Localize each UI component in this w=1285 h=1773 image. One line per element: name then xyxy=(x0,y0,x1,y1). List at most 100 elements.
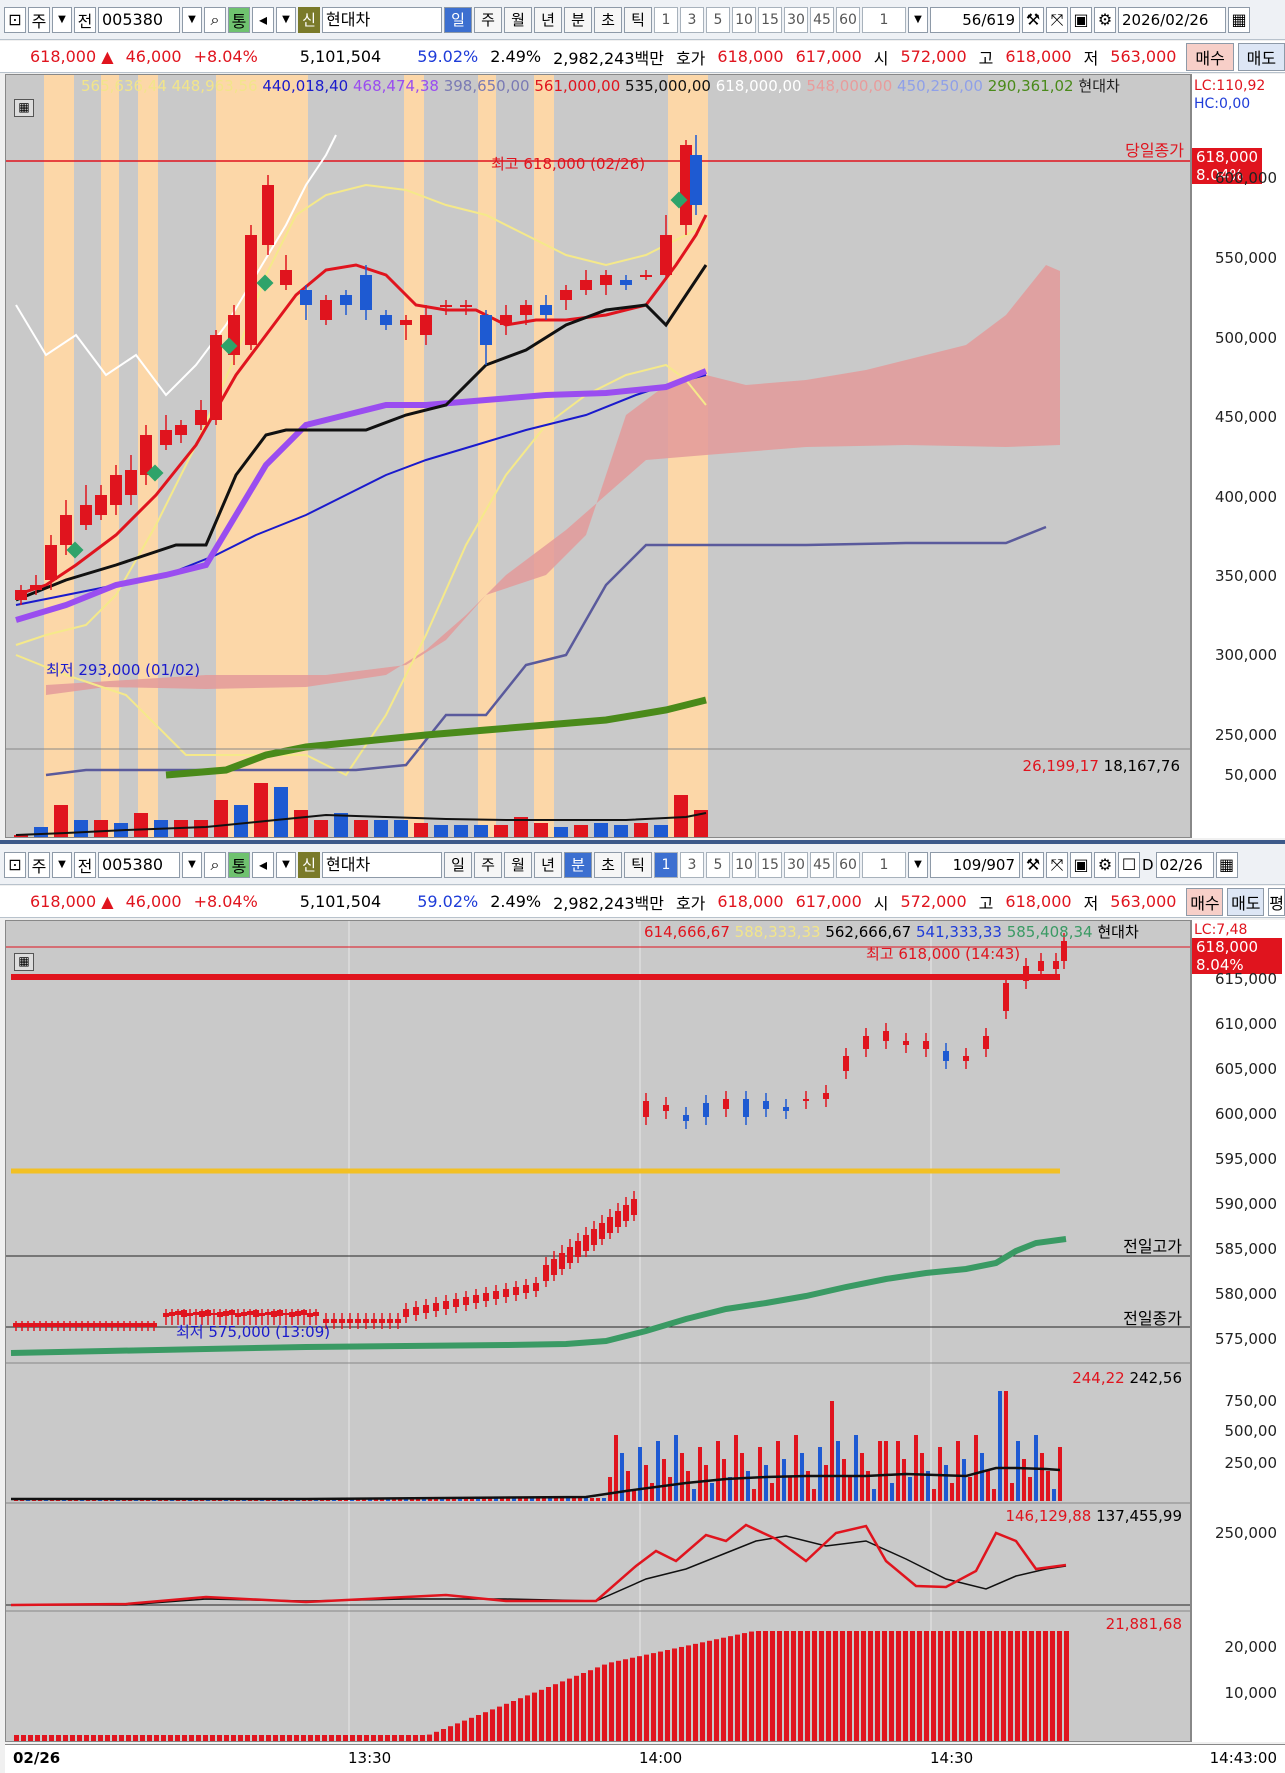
tab-month[interactable]: 월 xyxy=(504,851,532,878)
multiplier-input[interactable]: 1 xyxy=(862,851,906,878)
sell-button[interactable]: 매도 xyxy=(1237,42,1285,71)
volume-bar xyxy=(914,1435,918,1501)
interval-10[interactable]: 10 xyxy=(732,6,756,33)
candle-body xyxy=(591,1229,597,1245)
save-icon[interactable]: ▣ xyxy=(1070,6,1092,33)
candle-body xyxy=(640,275,652,277)
tab-tick[interactable]: 틱 xyxy=(624,851,652,878)
speaker-icon[interactable]: ◂ xyxy=(252,851,274,878)
tab-year[interactable]: 년 xyxy=(534,851,562,878)
interval-1[interactable]: 1 xyxy=(654,6,678,33)
window-icon[interactable]: ⊡ xyxy=(4,6,26,33)
save-icon[interactable]: ▣ xyxy=(1070,851,1092,878)
interval-10[interactable]: 10 xyxy=(732,851,756,878)
chevron-down-icon[interactable]: ▼ xyxy=(276,851,296,878)
prefix-button[interactable]: 전 xyxy=(74,851,96,878)
buy-button[interactable]: 매수 xyxy=(1186,42,1234,71)
tab-week[interactable]: 주 xyxy=(474,6,502,33)
interval-5[interactable]: 5 xyxy=(706,851,730,878)
search-icon[interactable]: ⌕ xyxy=(204,851,226,878)
multiplier-input[interactable]: 1 xyxy=(862,6,906,33)
tools-icon[interactable]: ⚒ xyxy=(1022,851,1044,878)
accumulation-bar xyxy=(231,1735,236,1741)
grid-icon[interactable]: ▦ xyxy=(14,953,34,971)
stock-name-field[interactable]: 현대차 xyxy=(322,6,442,33)
prefix-button[interactable]: 전 xyxy=(74,6,96,33)
stock-code-input[interactable]: 005380 xyxy=(98,851,180,878)
chevron-down-icon[interactable]: ▼ xyxy=(276,6,296,33)
candle-body xyxy=(433,1303,439,1311)
volume-bar xyxy=(74,820,88,837)
interval-3[interactable]: 3 xyxy=(680,6,704,33)
tab-day[interactable]: 일 xyxy=(444,6,472,33)
tab-minute[interactable]: 분 xyxy=(564,6,592,33)
tab-week[interactable]: 주 xyxy=(474,851,502,878)
tab-tick[interactable]: 틱 xyxy=(624,6,652,33)
tools-icon[interactable]: ⚒ xyxy=(1022,6,1044,33)
checkbox[interactable]: ☐ xyxy=(1118,851,1140,878)
stock-name-field[interactable]: 현대차 xyxy=(322,851,442,878)
daily-y-axis[interactable]: LC:110,92 HC:0,00 618,000 8.04% 600,000 5… xyxy=(1191,74,1285,838)
tab-month[interactable]: 월 xyxy=(504,6,532,33)
interval-45[interactable]: 45 xyxy=(810,851,834,878)
interval-60[interactable]: 60 xyxy=(836,851,860,878)
interval-30[interactable]: 30 xyxy=(784,851,808,878)
tong-button[interactable]: 통 xyxy=(228,851,250,878)
interval-60[interactable]: 60 xyxy=(836,6,860,33)
pane-splitter[interactable] xyxy=(0,840,1285,844)
tab-second[interactable]: 초 xyxy=(594,851,622,878)
stock-code-input[interactable]: 005380 xyxy=(98,6,180,33)
volume-bar xyxy=(1058,1447,1062,1501)
accumulation-bar xyxy=(399,1735,404,1741)
count-field[interactable]: 56/619 xyxy=(930,6,1020,33)
tab-second[interactable]: 초 xyxy=(594,6,622,33)
minute-y-axis[interactable]: LC:7,48 618,000 8.04% 615,000 610,000 605… xyxy=(1191,920,1285,1742)
tab-day[interactable]: 일 xyxy=(444,851,472,878)
candle-body xyxy=(280,270,292,285)
interval-45[interactable]: 45 xyxy=(810,6,834,33)
volume-bar xyxy=(752,1489,756,1501)
chevron-down-icon[interactable]: ▼ xyxy=(908,851,928,878)
chevron-down-icon[interactable]: ▼ xyxy=(52,851,72,878)
minute-chart-pane[interactable]: ▦ 614,666,67 588,333,33 562,666,67 541,3… xyxy=(5,920,1191,1742)
compare-icon[interactable]: ⤧ xyxy=(1046,6,1068,33)
compare-icon[interactable]: ⤧ xyxy=(1046,851,1068,878)
sell-button[interactable]: 매도 xyxy=(1227,887,1265,916)
chevron-down-icon[interactable]: ▼ xyxy=(908,6,928,33)
count-field[interactable]: 109/907 xyxy=(930,851,1020,878)
grid-icon[interactable]: ▦ xyxy=(14,99,34,117)
candle-body xyxy=(1038,961,1044,971)
volume-bar xyxy=(514,817,528,837)
market-select[interactable]: 주 xyxy=(28,851,50,878)
gear-icon[interactable]: ⚙ xyxy=(1094,851,1116,878)
interval-30[interactable]: 30 xyxy=(784,6,808,33)
calendar-icon[interactable]: ▦ xyxy=(1215,851,1238,878)
gear-icon[interactable]: ⚙ xyxy=(1094,6,1116,33)
date-input[interactable]: 02/26 xyxy=(1155,851,1214,878)
extra-button[interactable]: 평 xyxy=(1268,887,1285,916)
interval-15[interactable]: 15 xyxy=(758,6,782,33)
chevron-down-icon[interactable]: ▼ xyxy=(52,6,72,33)
speaker-icon[interactable]: ◂ xyxy=(252,6,274,33)
calendar-icon[interactable]: ▦ xyxy=(1228,6,1250,33)
accumulation-bar xyxy=(63,1735,68,1741)
chevron-down-icon[interactable]: ▼ xyxy=(182,851,202,878)
market-select[interactable]: 주 xyxy=(28,6,50,33)
tab-year[interactable]: 년 xyxy=(534,6,562,33)
date-input[interactable]: 2026/02/26 xyxy=(1118,6,1226,33)
interval-1[interactable]: 1 xyxy=(654,851,678,878)
tong-button[interactable]: 통 xyxy=(228,6,250,33)
accumulation-bar xyxy=(525,1695,530,1741)
tab-minute[interactable]: 분 xyxy=(564,851,592,878)
window-icon[interactable]: ⊡ xyxy=(4,851,26,878)
daily-chart-pane[interactable]: ▦ 565,636,44 448,963,56 440,018,40 468,4… xyxy=(5,74,1191,838)
chevron-down-icon[interactable]: ▼ xyxy=(182,6,202,33)
accumulation-bar xyxy=(385,1735,390,1741)
interval-3[interactable]: 3 xyxy=(680,851,704,878)
interval-15[interactable]: 15 xyxy=(758,851,782,878)
buy-button[interactable]: 매수 xyxy=(1186,887,1224,916)
interval-5[interactable]: 5 xyxy=(706,6,730,33)
signal-markers xyxy=(66,191,688,559)
price-badge-value: 618,000 xyxy=(1196,938,1259,956)
search-icon[interactable]: ⌕ xyxy=(204,6,226,33)
